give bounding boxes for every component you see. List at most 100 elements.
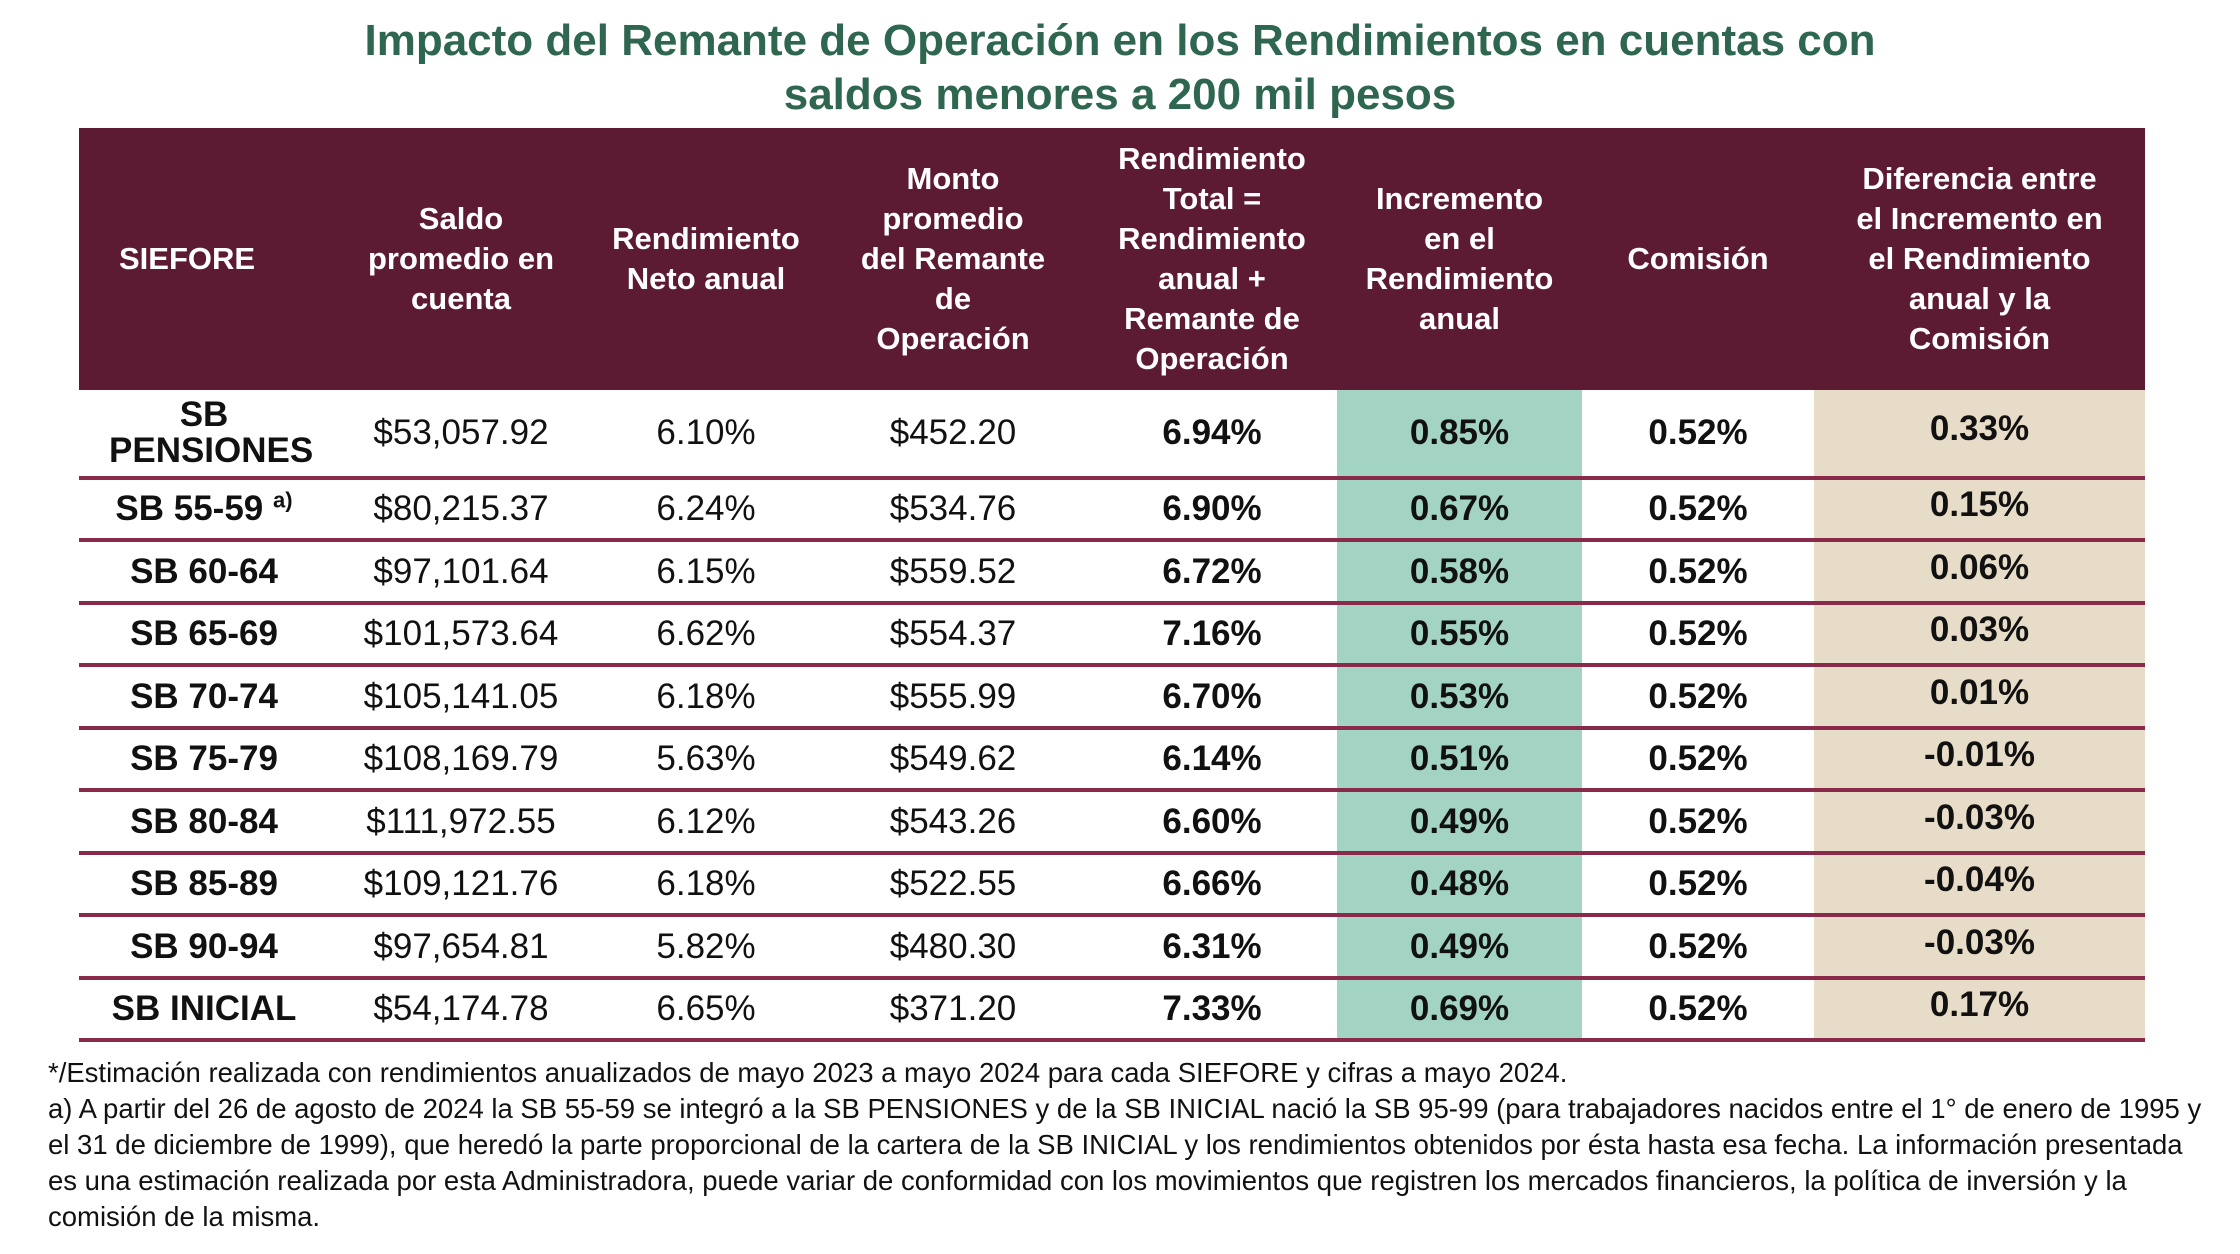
cell-monto: $371.20 bbox=[819, 978, 1087, 1042]
cell-rend-neto-text: 5.82% bbox=[656, 926, 756, 966]
cell-diferencia: 0.03% bbox=[1814, 603, 2145, 667]
cell-rend-neto: 6.18% bbox=[593, 665, 819, 730]
cell-monto: $543.26 bbox=[819, 790, 1087, 855]
header-saldo: Saldo promedio en cuenta bbox=[329, 128, 593, 390]
cell-diferencia-text: 0.03% bbox=[1929, 610, 2030, 649]
cell-comision-text: 0.52% bbox=[1648, 739, 1748, 778]
cell-saldo-text: $101,573.64 bbox=[363, 614, 559, 653]
cell-rend-neto: 6.10% bbox=[593, 390, 819, 480]
cell-saldo-text: $111,972.55 bbox=[366, 801, 556, 841]
cell-incremento: 0.53% bbox=[1337, 665, 1582, 730]
cell-incremento: 0.55% bbox=[1337, 603, 1582, 667]
cell-comision-text: 0.52% bbox=[1648, 551, 1748, 591]
header-line: el Rendimiento bbox=[1868, 241, 2091, 276]
cell-siefore-text: SB 60-64 bbox=[130, 551, 278, 591]
cell-incremento: 0.49% bbox=[1337, 915, 1582, 980]
cell-monto: $555.99 bbox=[819, 665, 1087, 730]
cell-incremento-text: 0.48% bbox=[1409, 864, 1510, 903]
header-line: Total = bbox=[1162, 181, 1262, 216]
cell-saldo: $53,057.92 bbox=[329, 390, 593, 480]
cell-incremento: 0.48% bbox=[1337, 853, 1582, 917]
cell-incremento-text: 0.58% bbox=[1409, 551, 1510, 591]
footnote-marker: a) bbox=[273, 487, 293, 513]
cell-diferencia: 0.01% bbox=[1814, 665, 2145, 730]
cell-rend-total-text: 6.60% bbox=[1162, 801, 1262, 841]
cell-comision: 0.52% bbox=[1582, 478, 1814, 542]
cell-comision-text: 0.52% bbox=[1648, 926, 1748, 966]
cell-monto-text: $543.26 bbox=[889, 801, 1017, 841]
header-line: en el bbox=[1424, 221, 1495, 256]
cell-siefore: SB 60-64 bbox=[79, 540, 329, 605]
cell-rend-total: 6.72% bbox=[1087, 540, 1337, 605]
header-line: Incremento bbox=[1375, 181, 1544, 216]
table-row: SB 55-59 a) $80,215.37 6.24% $534.76 6.90% 0.… bbox=[79, 478, 2145, 542]
page-title: Impacto del Remante de Operación en los … bbox=[0, 14, 2240, 122]
cell-siefore: SB 85-89 bbox=[79, 853, 329, 917]
header-line: anual bbox=[1419, 301, 1500, 336]
table-row: SB 70-74 $105,141.05 6.18% $555.99 6.70% 0.53… bbox=[79, 665, 2145, 730]
cell-comision-text: 0.52% bbox=[1648, 801, 1748, 841]
cell-siefore-text: SB INICIAL bbox=[111, 989, 297, 1028]
cell-rend-neto-text: 6.24% bbox=[656, 489, 756, 528]
cell-rend-total-text: 6.72% bbox=[1162, 551, 1262, 591]
header-line: Neto anual bbox=[626, 261, 786, 296]
cell-siefore: SB PENSIONES bbox=[79, 390, 329, 480]
cell-diferencia-text: -0.03% bbox=[1924, 922, 2035, 962]
title-line-2: saldos menores a 200 mil pesos bbox=[783, 70, 1457, 119]
cell-incremento-text: 0.51% bbox=[1409, 739, 1510, 778]
cell-rend-total: 6.31% bbox=[1087, 915, 1337, 980]
cell-monto: $534.76 bbox=[819, 478, 1087, 542]
cell-rend-neto: 6.15% bbox=[593, 540, 819, 605]
cell-siefore-text: SB 80-84 bbox=[130, 801, 278, 841]
table-row: SB PENSIONES $53,057.92 6.10% $452.20 6.94% 0… bbox=[79, 390, 2145, 480]
cell-rend-total-text: 7.33% bbox=[1162, 989, 1262, 1028]
cell-monto: $522.55 bbox=[819, 853, 1087, 917]
cell-diferencia: 0.33% bbox=[1814, 390, 2145, 480]
header-line: de bbox=[934, 281, 972, 316]
siefore-table: SIEFORE Saldo promedio en cuenta Rendimien… bbox=[79, 128, 2145, 1042]
cell-incremento-text: 0.55% bbox=[1409, 614, 1510, 653]
cell-saldo: $111,972.55 bbox=[329, 790, 593, 855]
cell-rend-neto-text: 5.63% bbox=[656, 739, 756, 778]
cell-saldo-text: $97,101.64 bbox=[373, 551, 549, 591]
cell-diferencia-text: 0.06% bbox=[1929, 547, 2030, 587]
cell-incremento: 0.85% bbox=[1337, 390, 1582, 480]
header-line: Comisión bbox=[1908, 321, 2051, 356]
cell-rend-neto-text: 6.15% bbox=[656, 551, 756, 591]
cell-diferencia-text: 0.33% bbox=[1929, 409, 2030, 448]
cell-rend-total: 6.66% bbox=[1087, 853, 1337, 917]
cell-rend-total-text: 6.66% bbox=[1162, 864, 1262, 903]
cell-rend-neto: 6.65% bbox=[593, 978, 819, 1042]
cell-diferencia: -0.03% bbox=[1814, 790, 2145, 855]
footnotes: */Estimación realizada con rendimientos … bbox=[48, 1055, 2218, 1235]
cell-saldo-text: $54,174.78 bbox=[373, 989, 549, 1028]
cell-monto: $549.62 bbox=[819, 728, 1087, 792]
cell-comision: 0.52% bbox=[1582, 603, 1814, 667]
cell-comision-text: 0.52% bbox=[1648, 614, 1748, 653]
cell-diferencia: 0.17% bbox=[1814, 978, 2145, 1042]
cell-rend-neto-text: 6.62% bbox=[656, 614, 756, 653]
table-row: SB 60-64 $97,101.64 6.15% $559.52 6.72% 0.58%… bbox=[79, 540, 2145, 605]
header-line: anual y la bbox=[1908, 281, 2051, 316]
footnote-a: a) A partir del 26 de agosto de 2024 la … bbox=[48, 1093, 2202, 1232]
header-line: anual + bbox=[1158, 261, 1266, 296]
cell-siefore-text: SB 85-89 bbox=[130, 864, 278, 903]
cell-incremento-text: 0.69% bbox=[1409, 989, 1510, 1028]
cell-incremento: 0.51% bbox=[1337, 728, 1582, 792]
header-line: Remante de bbox=[1124, 301, 1300, 336]
table-row: SB 75-79 $108,169.79 5.63% $549.62 6.14% 0.51… bbox=[79, 728, 2145, 792]
cell-rend-total: 6.70% bbox=[1087, 665, 1337, 730]
cell-incremento-text: 0.49% bbox=[1409, 926, 1510, 966]
cell-rend-neto: 6.62% bbox=[593, 603, 819, 667]
header-line: Monto bbox=[906, 161, 1000, 196]
header-incremento: Incremento en el Rendimiento anual bbox=[1337, 128, 1582, 390]
cell-comision: 0.52% bbox=[1582, 853, 1814, 917]
header-rend-neto: Rendimiento Neto anual bbox=[593, 128, 819, 390]
cell-incremento: 0.58% bbox=[1337, 540, 1582, 605]
cell-siefore: SB 65-69 bbox=[79, 603, 329, 667]
cell-incremento-text: 0.67% bbox=[1409, 489, 1510, 528]
cell-diferencia: 0.15% bbox=[1814, 478, 2145, 542]
cell-monto-text: $555.99 bbox=[889, 676, 1017, 716]
cell-rend-total: 6.14% bbox=[1087, 728, 1337, 792]
header-line: Rendimiento bbox=[1118, 141, 1306, 176]
